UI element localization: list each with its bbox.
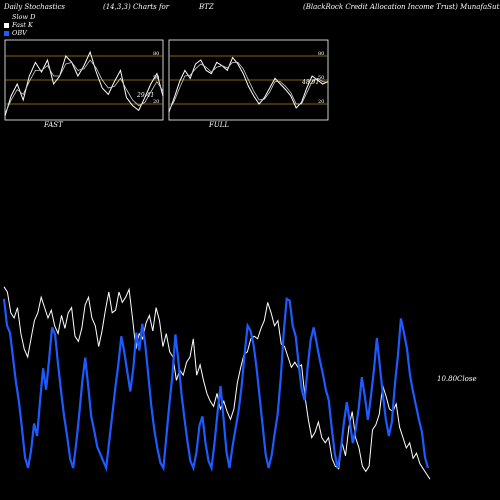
fast-tick-50: 50 (153, 75, 159, 81)
obv-line (2, 297, 430, 473)
legend-swatch-obv (4, 30, 9, 36)
legend-swatch-fast-k (4, 22, 9, 28)
fast-tick-20: 20 (153, 99, 159, 105)
fast-value-label: 29.41 (136, 92, 154, 99)
full-fast-k-line (168, 56, 329, 113)
fast-panel-label: FAST (44, 121, 63, 129)
legend-fast-k: Fast K (4, 21, 33, 29)
chart-symbol: BTZ (199, 3, 214, 11)
legend-label-slow-d: Slow D (12, 13, 36, 21)
close-label: 10.80Close (437, 375, 477, 383)
legend-label-fast-k: Fast K (12, 21, 33, 29)
legend-slow-d: Slow D (4, 13, 35, 21)
chart-params: (14,3,3) Charts for (103, 3, 170, 11)
full-tick-20: 20 (318, 99, 324, 105)
full-panel-label: FULL (209, 121, 230, 129)
legend-swatch-slow-d (4, 14, 9, 20)
legend-label-obv: OBV (12, 29, 27, 37)
full-slow-d-line (168, 62, 329, 111)
chart-source: (BlackRock Credit Allocation Income Trus… (303, 3, 500, 11)
fast-slow-d-line (4, 59, 164, 114)
full-tick-50: 50 (318, 75, 324, 81)
full-value-label: 48.91 (301, 79, 319, 86)
fast-fast-k-line (4, 50, 164, 117)
chart-title: Daily Stochastics (4, 3, 66, 11)
full-tick-80: 80 (318, 51, 324, 57)
legend-obv: OBV (4, 29, 27, 37)
price-line (3, 286, 431, 480)
fast-tick-80: 80 (153, 51, 159, 57)
